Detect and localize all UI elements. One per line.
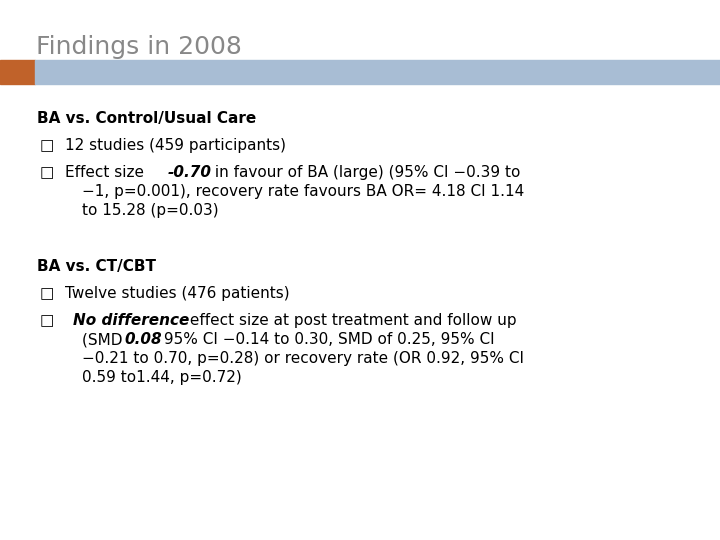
Text: to 15.28 (p=0.03): to 15.28 (p=0.03) [82, 202, 219, 218]
Text: BA vs. CT/CBT: BA vs. CT/CBT [37, 259, 156, 274]
Text: effect size at post treatment and follow up: effect size at post treatment and follow… [184, 313, 516, 328]
Text: Effect size: Effect size [65, 165, 148, 180]
Text: No difference: No difference [73, 313, 190, 328]
Text: −0.21 to 0.70, p=0.28) or recovery rate (OR 0.92, 95% CI: −0.21 to 0.70, p=0.28) or recovery rate … [82, 351, 524, 366]
Text: □: □ [40, 138, 54, 153]
Text: 0.59 to1.44, p=0.72): 0.59 to1.44, p=0.72) [82, 370, 242, 385]
Text: □: □ [40, 313, 54, 328]
Text: (SMD: (SMD [82, 332, 127, 347]
Text: BA vs. Control/Usual Care: BA vs. Control/Usual Care [37, 111, 257, 126]
Text: □: □ [40, 286, 54, 301]
Text: 0.08: 0.08 [125, 332, 162, 347]
Text: 95% CI −0.14 to 0.30, SMD of 0.25, 95% CI: 95% CI −0.14 to 0.30, SMD of 0.25, 95% C… [159, 332, 495, 347]
Text: in favour of BA (large) (95% CI −0.39 to: in favour of BA (large) (95% CI −0.39 to [210, 165, 521, 180]
Text: 12 studies (459 participants): 12 studies (459 participants) [65, 138, 286, 153]
Text: Twelve studies (476 patients): Twelve studies (476 patients) [65, 286, 289, 301]
Text: −1, p=0.001), recovery rate favours BA OR= 4.18 CI 1.14: −1, p=0.001), recovery rate favours BA O… [82, 184, 524, 199]
Text: Findings in 2008: Findings in 2008 [36, 35, 242, 59]
Text: -0.70: -0.70 [168, 165, 212, 180]
Text: □: □ [40, 165, 54, 180]
